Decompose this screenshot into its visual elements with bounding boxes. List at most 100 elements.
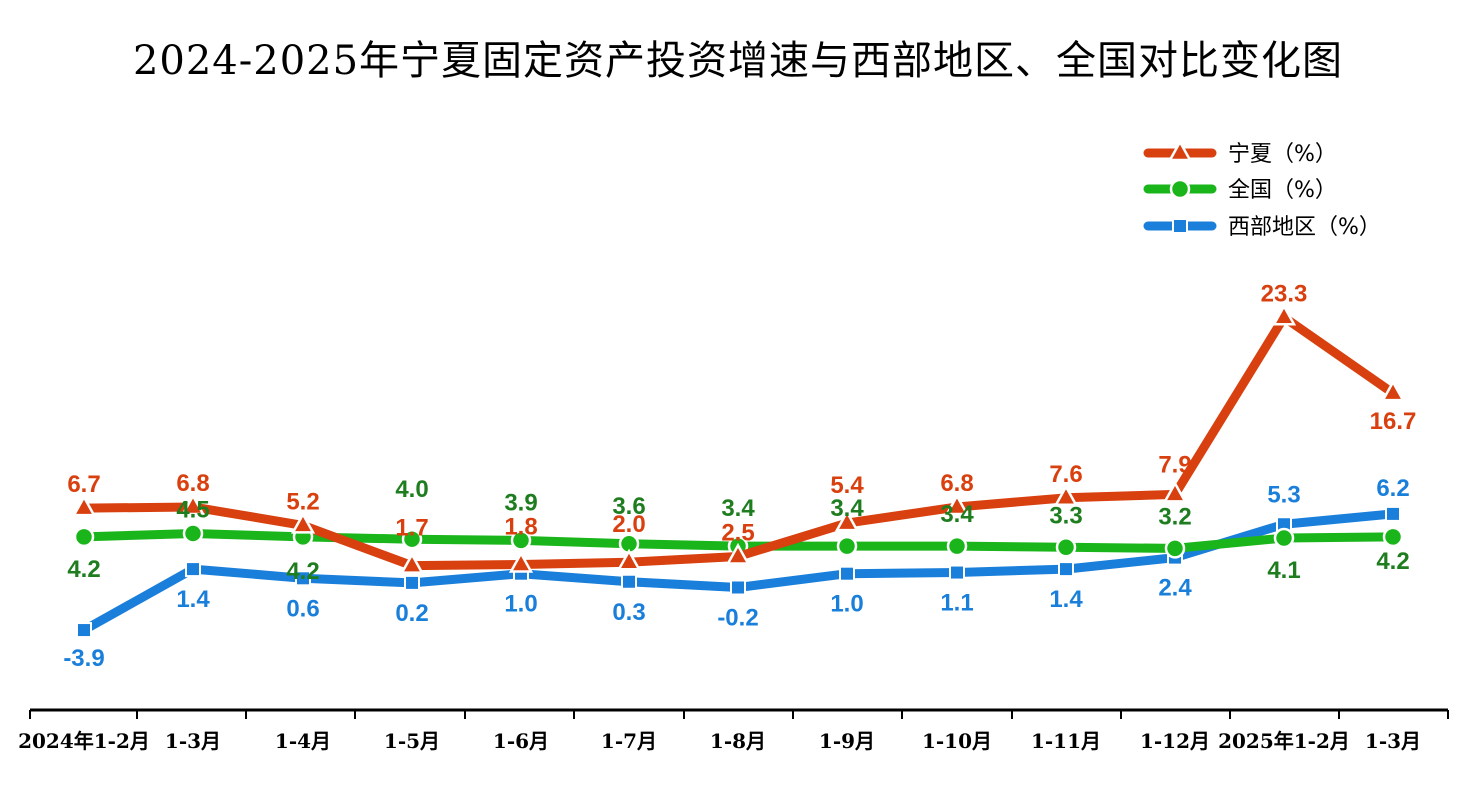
- legend-item: 西部地区（%）: [1143, 215, 1381, 240]
- data-point: [1162, 480, 1188, 503]
- data-point: [510, 530, 532, 551]
- data-point: [1382, 526, 1404, 548]
- data-label: 5.4: [830, 472, 864, 499]
- legend-swatch-marker: [1167, 139, 1193, 162]
- legend-item: 宁夏（%）: [1143, 139, 1337, 167]
- data-point: [295, 570, 311, 587]
- legend-item: 全国（%）: [1143, 178, 1337, 203]
- data-label: 6.2: [1376, 475, 1409, 502]
- data-label: 3.3: [1049, 502, 1082, 529]
- data-point: [839, 565, 855, 582]
- data-label: 4.1: [1267, 557, 1300, 584]
- x-tick-label: 1-3月: [1365, 729, 1421, 753]
- data-label: 4.2: [1376, 548, 1409, 575]
- data-label: 1.1: [940, 590, 973, 617]
- data-label: 1.0: [504, 591, 537, 618]
- data-label: 6.8: [176, 470, 209, 497]
- data-label: 2.5: [721, 519, 754, 546]
- data-point: [621, 573, 637, 590]
- data-point: [944, 493, 970, 516]
- data-point: [73, 526, 95, 548]
- data-label: 3.2: [1158, 503, 1191, 530]
- chart-title: 2024-2025年宁夏固定资产投资增速与西部地区、全国对比变化图: [132, 38, 1344, 84]
- data-point: [1273, 527, 1295, 549]
- x-tick-label: 1-12月: [1140, 729, 1210, 753]
- data-point: [71, 494, 97, 517]
- data-point: [76, 622, 92, 639]
- data-label: 3.4: [721, 495, 755, 522]
- data-point: [290, 511, 316, 534]
- data-point: [1055, 537, 1077, 558]
- data-point: [404, 574, 420, 591]
- data-label: 3.9: [504, 489, 537, 516]
- data-point: [1380, 379, 1406, 402]
- x-tick-label: 1-7月: [601, 729, 657, 753]
- data-point: [180, 493, 206, 516]
- data-label: 3.6: [612, 493, 645, 520]
- data-label: 4.5: [176, 496, 209, 523]
- data-label: 1.7: [395, 515, 428, 542]
- data-point: [946, 535, 968, 557]
- legend: 宁夏（%） 全国（%） 西部地区（%）: [1143, 139, 1381, 240]
- data-point: [836, 535, 858, 557]
- x-axis: 2024年1-2月 1-3月 1-4月 1-5月 1-6月 1-7月 1-8月 1-9月 1-1…: [18, 708, 1449, 753]
- legend-swatch-marker: [1172, 218, 1188, 234]
- x-tick-label: 1-5月: [384, 729, 440, 753]
- data-label: 23.3: [1261, 280, 1308, 307]
- data-label: 0.6: [286, 595, 319, 622]
- data-point: [182, 523, 204, 544]
- x-tick-label: 1-11月: [1031, 729, 1101, 753]
- data-point: [725, 542, 751, 565]
- data-point: [730, 579, 746, 596]
- data-label: 4.0: [395, 476, 428, 503]
- data-label: 1.8: [504, 514, 537, 541]
- data-label: 0.3: [612, 599, 645, 626]
- data-label: 4.2: [67, 556, 100, 583]
- data-label: 6.8: [940, 470, 973, 497]
- data-point: [1271, 303, 1297, 326]
- x-tick-label: 1-4月: [275, 729, 331, 753]
- data-point: [508, 550, 534, 573]
- data-point: [616, 548, 642, 571]
- data-point: [1053, 484, 1079, 507]
- data-label: 2.0: [612, 511, 645, 538]
- data-point: [399, 552, 425, 574]
- x-tick-label: 1-3月: [165, 729, 221, 753]
- data-point: [401, 528, 423, 550]
- data-label: -0.2: [717, 605, 758, 632]
- legend-label: 全国（%）: [1228, 178, 1337, 203]
- data-point: [185, 561, 201, 578]
- data-point: [834, 509, 860, 532]
- x-tick-label: 1-9月: [819, 729, 875, 753]
- legend-label: 宁夏（%）: [1228, 142, 1337, 167]
- data-label: 3.4: [830, 495, 864, 522]
- x-tick-label: 2024年1-2月: [18, 729, 150, 753]
- data-label: 6.7: [67, 471, 100, 498]
- data-label: 7.9: [1158, 451, 1191, 478]
- series-triangle: [71, 303, 1406, 574]
- data-label: 3.4: [940, 501, 974, 528]
- x-tick-label: 2025年1-2月: [1218, 729, 1350, 753]
- legend-swatch-marker: [1169, 178, 1191, 200]
- data-label: 7.6: [1049, 461, 1082, 488]
- legend-label: 西部地区（%）: [1228, 215, 1381, 240]
- data-label: 2.4: [1158, 575, 1192, 602]
- data-label: 0.2: [395, 600, 428, 627]
- data-label: 1.4: [176, 586, 210, 613]
- x-tick-label: 1-8月: [710, 729, 766, 753]
- x-tick-label: 1-10月: [922, 729, 992, 753]
- data-label: 16.7: [1370, 408, 1417, 435]
- data-label: 5.2: [286, 488, 319, 515]
- data-label: 4.2: [286, 558, 319, 585]
- data-label: 1.0: [830, 591, 863, 618]
- data-point: [1058, 561, 1074, 578]
- data-point: [1164, 538, 1186, 559]
- data-label: 1.4: [1049, 586, 1083, 613]
- series-lines: [71, 303, 1406, 639]
- data-labels: -3.9 1.4 0.6 0.2 1.0 0.3 -0.2 1.0 1.1 1.4 2.4 5.3 6.…: [63, 280, 1416, 672]
- x-tick-label: 1-6月: [493, 729, 549, 753]
- data-point: [1385, 505, 1401, 522]
- data-point: [949, 564, 965, 581]
- data-label: -3.9: [63, 645, 104, 672]
